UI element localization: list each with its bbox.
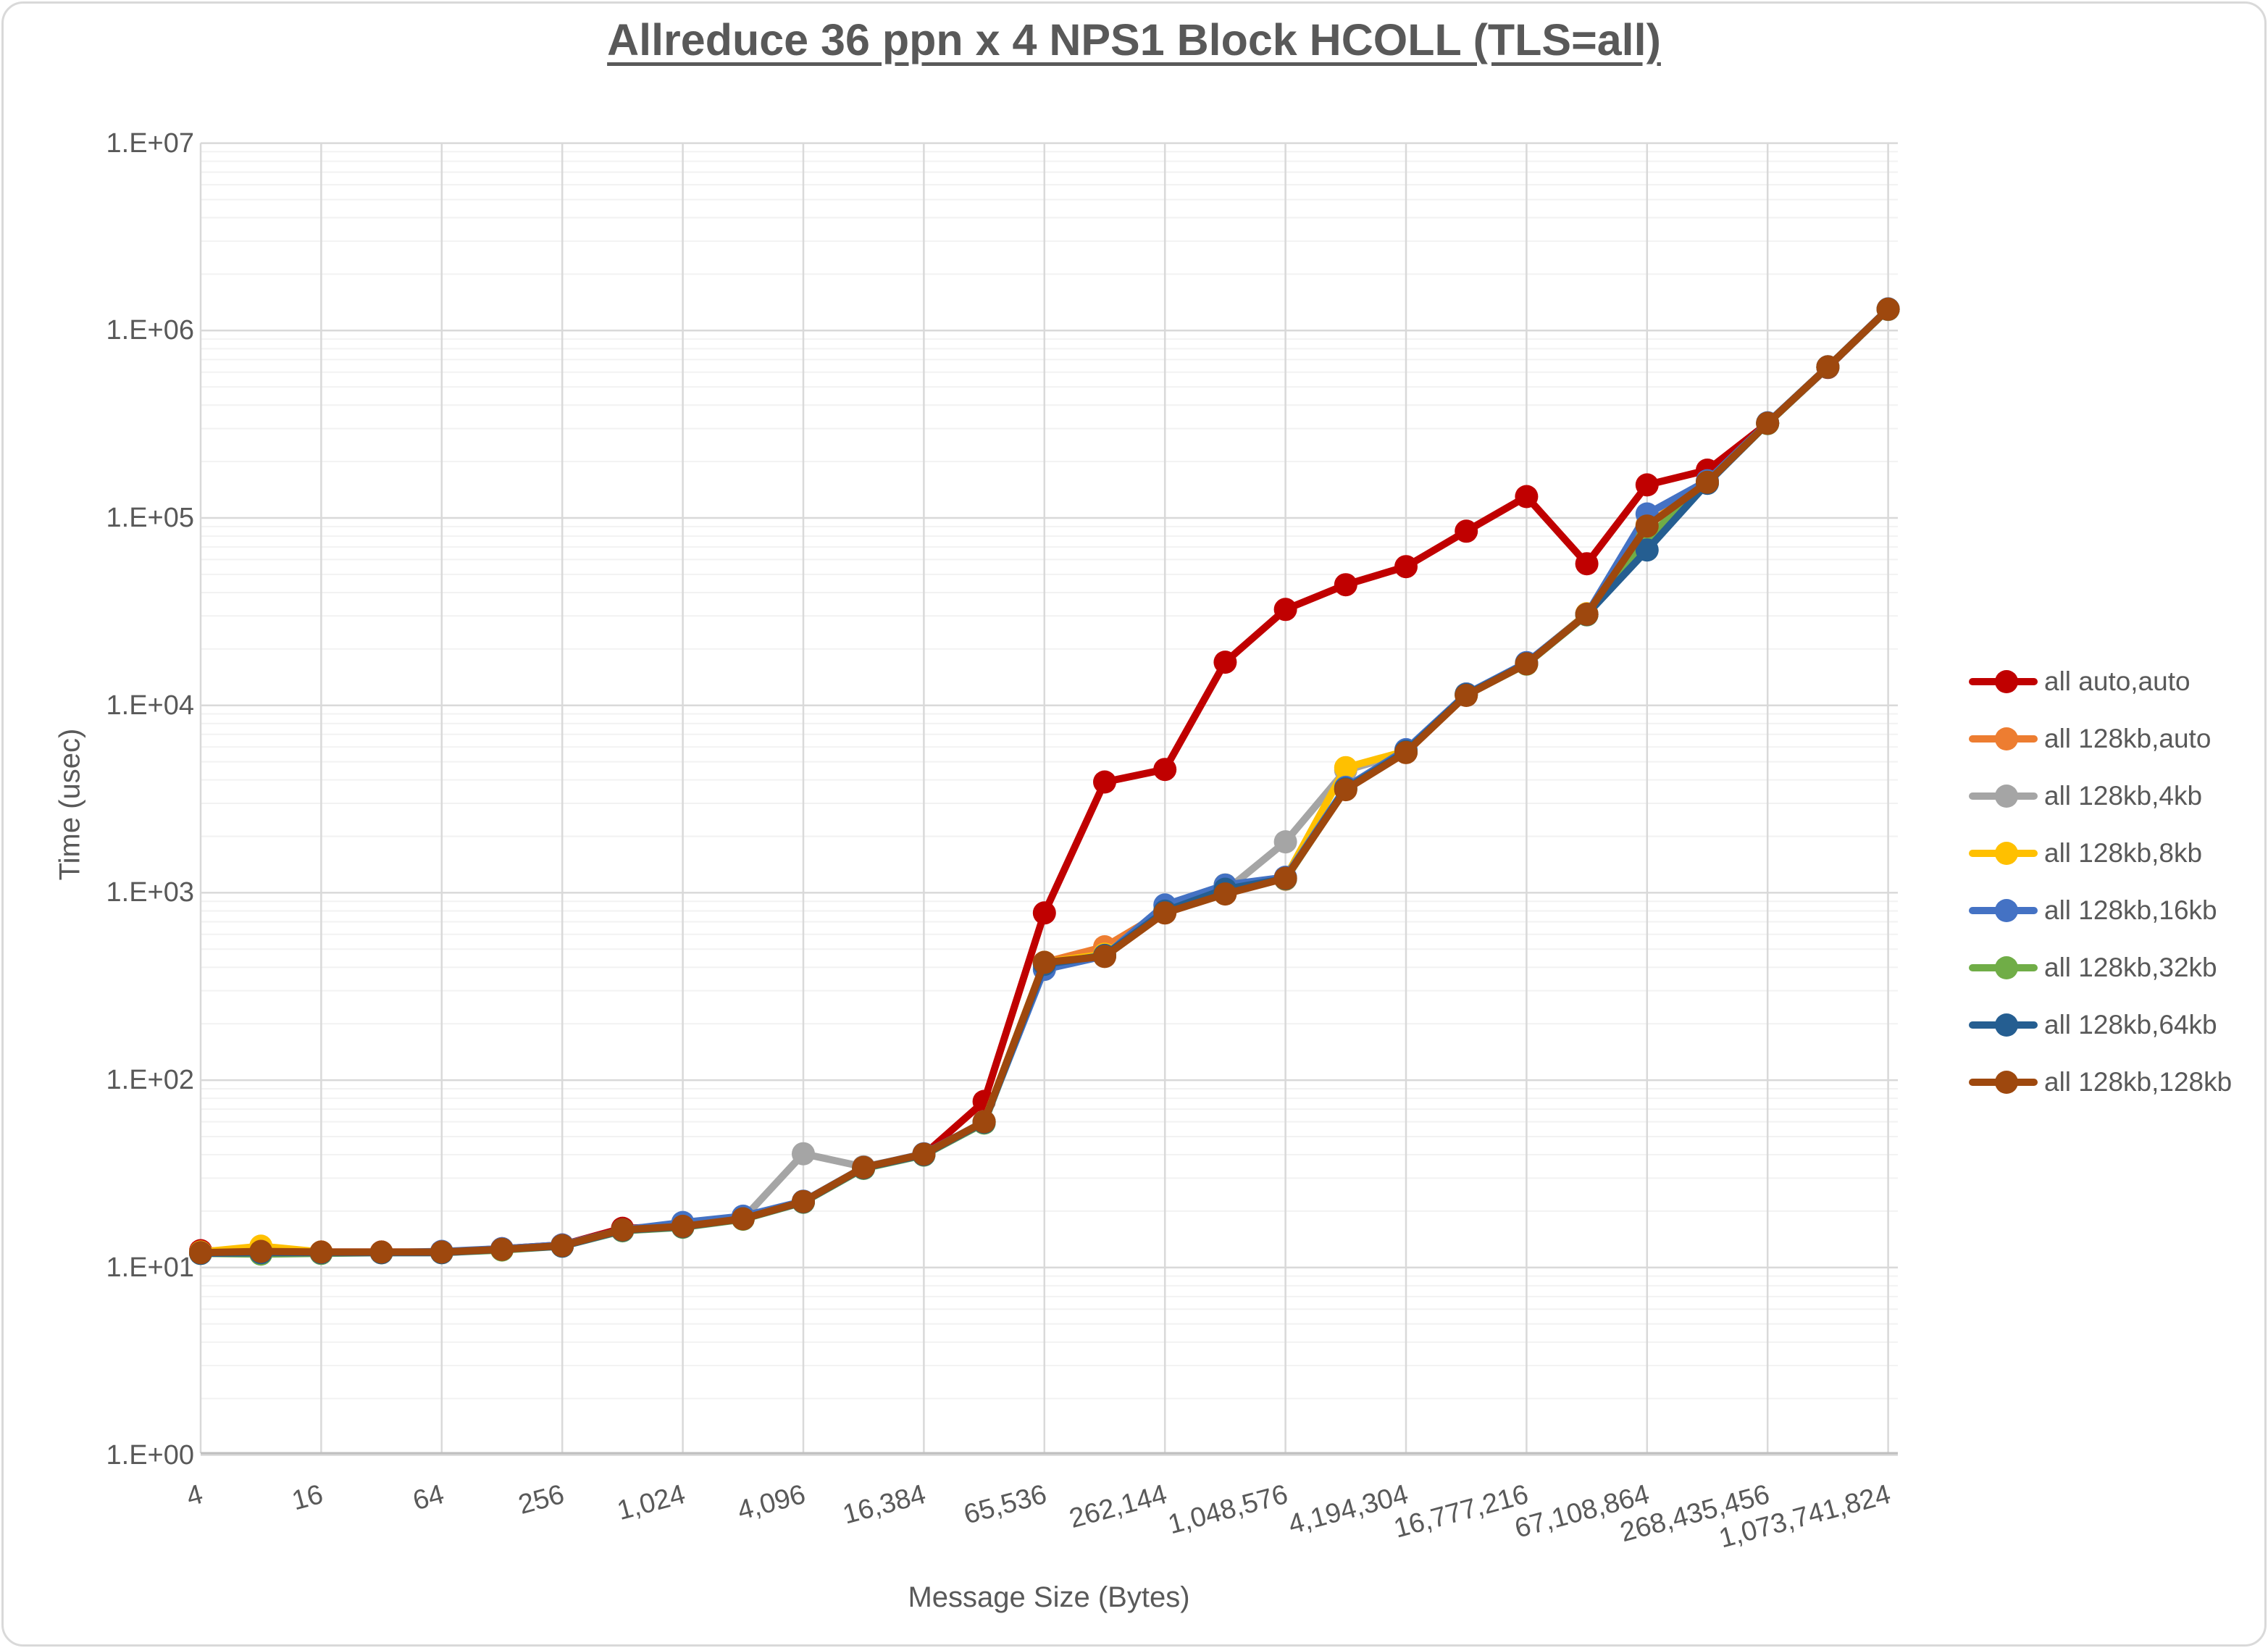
series-all-128kb-128kb[interactable] bbox=[189, 297, 1900, 1265]
legend-item-all-128kb-16kb[interactable]: all 128kb,16kb bbox=[1969, 890, 2217, 931]
data-point-marker[interactable] bbox=[611, 1218, 635, 1242]
legend-dot-icon bbox=[1995, 1071, 2018, 1094]
data-point-marker[interactable] bbox=[671, 1214, 695, 1238]
data-point-marker[interactable] bbox=[1515, 652, 1539, 676]
data-point-marker[interactable] bbox=[1876, 297, 1900, 321]
data-point-marker[interactable] bbox=[1635, 514, 1659, 538]
data-point-marker[interactable] bbox=[1816, 355, 1840, 379]
y-tick-label: 1.E+00 bbox=[106, 1439, 195, 1471]
legend-item-label: all 128kb,8kb bbox=[2044, 838, 2203, 868]
legend-series-marker-icon bbox=[1969, 670, 2038, 693]
legend-series-marker-icon bbox=[1969, 1013, 2038, 1037]
data-point-marker[interactable] bbox=[1213, 882, 1237, 906]
data-point-marker[interactable] bbox=[1394, 555, 1418, 579]
data-point-marker[interactable] bbox=[1273, 598, 1297, 622]
data-point-marker[interactable] bbox=[1093, 770, 1116, 794]
y-tick-label: 1.E+04 bbox=[106, 690, 195, 721]
legend-item-label: all 128kb,4kb bbox=[2044, 781, 2203, 811]
data-point-marker[interactable] bbox=[1334, 573, 1357, 597]
data-point-marker[interactable] bbox=[1455, 519, 1478, 543]
y-tick-label: 1.E+03 bbox=[106, 877, 195, 908]
data-point-marker[interactable] bbox=[972, 1110, 996, 1134]
data-point-marker[interactable] bbox=[1635, 538, 1659, 562]
legend-item-label: all auto,auto bbox=[2044, 666, 2190, 696]
legend-dot-icon bbox=[1995, 899, 2018, 922]
data-point-marker[interactable] bbox=[490, 1237, 514, 1261]
data-point-marker[interactable] bbox=[1093, 945, 1116, 969]
legend-series-marker-icon bbox=[1969, 727, 2038, 750]
data-point-marker[interactable] bbox=[430, 1240, 453, 1264]
data-point-marker[interactable] bbox=[1455, 684, 1478, 707]
data-point-marker[interactable] bbox=[1032, 950, 1056, 974]
legend-item-all-auto-auto[interactable]: all auto,auto bbox=[1969, 661, 2190, 702]
y-tick-label: 1.E+01 bbox=[106, 1252, 195, 1283]
data-point-marker[interactable] bbox=[1696, 470, 1719, 494]
legend-item-all-128kb-64kb[interactable]: all 128kb,64kb bbox=[1969, 1005, 2217, 1045]
data-point-marker[interactable] bbox=[1153, 901, 1177, 925]
y-tick-label: 1.E+07 bbox=[106, 127, 195, 159]
y-tick-label: 1.E+02 bbox=[106, 1065, 195, 1096]
data-point-marker[interactable] bbox=[369, 1240, 393, 1264]
data-point-marker[interactable] bbox=[1153, 758, 1177, 782]
legend-item-label: all 128kb,16kb bbox=[2044, 895, 2217, 925]
data-point-marker[interactable] bbox=[1394, 740, 1418, 764]
data-point-marker[interactable] bbox=[309, 1240, 333, 1264]
data-point-marker[interactable] bbox=[1756, 411, 1780, 435]
data-point-marker[interactable] bbox=[731, 1207, 755, 1231]
data-point-marker[interactable] bbox=[1273, 830, 1297, 854]
legend-item-all-128kb-auto[interactable]: all 128kb,auto bbox=[1969, 719, 2211, 759]
legend-series-marker-icon bbox=[1969, 956, 2038, 979]
y-tick-label: 1.E+06 bbox=[106, 315, 195, 346]
legend-item-label: all 128kb,64kb bbox=[2044, 1010, 2217, 1040]
legend-item-label: all 128kb,32kb bbox=[2044, 953, 2217, 982]
legend-dot-icon bbox=[1995, 727, 2018, 750]
legend-item-all-128kb-4kb[interactable]: all 128kb,4kb bbox=[1969, 776, 2202, 816]
data-point-marker[interactable] bbox=[1635, 473, 1659, 497]
legend-dot-icon bbox=[1995, 956, 2018, 979]
legend-item-label: all 128kb,auto bbox=[2044, 724, 2211, 753]
data-point-marker[interactable] bbox=[551, 1234, 574, 1258]
data-point-marker[interactable] bbox=[1273, 866, 1297, 890]
x-axis-title: Message Size (Bytes) bbox=[908, 1581, 1190, 1613]
legend-item-all-128kb-8kb[interactable]: all 128kb,8kb bbox=[1969, 833, 2202, 874]
data-point-marker[interactable] bbox=[1213, 651, 1237, 674]
data-point-marker[interactable] bbox=[792, 1189, 815, 1213]
data-point-marker[interactable] bbox=[1334, 778, 1357, 802]
data-point-marker[interactable] bbox=[1575, 552, 1599, 576]
data-point-marker[interactable] bbox=[912, 1142, 936, 1166]
y-tick-label: 1.E+05 bbox=[106, 503, 195, 533]
legend-dot-icon bbox=[1995, 842, 2018, 865]
legend-dot-icon bbox=[1995, 1013, 2018, 1037]
legend-series-marker-icon bbox=[1969, 899, 2038, 922]
legend-dot-icon bbox=[1995, 670, 2018, 693]
legend-item-label: all 128kb,128kb bbox=[2044, 1067, 2233, 1097]
legend-item-all-128kb-128kb[interactable]: all 128kb,128kb bbox=[1969, 1062, 2232, 1103]
chart-title: Allreduce 36 ppn x 4 NPS1 Block HCOLL (T… bbox=[607, 15, 1661, 64]
data-point-marker[interactable] bbox=[852, 1155, 876, 1179]
data-point-marker[interactable] bbox=[1575, 603, 1599, 626]
data-point-marker[interactable] bbox=[249, 1239, 273, 1263]
data-point-marker[interactable] bbox=[1515, 485, 1539, 509]
legend-series-marker-icon bbox=[1969, 842, 2038, 865]
data-point-marker[interactable] bbox=[189, 1241, 212, 1265]
legend-series-marker-icon bbox=[1969, 785, 2038, 808]
legend-dot-icon bbox=[1995, 785, 2018, 808]
legend-series-marker-icon bbox=[1969, 1071, 2038, 1094]
data-point-marker[interactable] bbox=[1032, 901, 1056, 925]
data-point-marker[interactable] bbox=[1334, 756, 1357, 779]
legend-item-all-128kb-32kb[interactable]: all 128kb,32kb bbox=[1969, 948, 2217, 988]
data-point-marker[interactable] bbox=[792, 1142, 815, 1166]
